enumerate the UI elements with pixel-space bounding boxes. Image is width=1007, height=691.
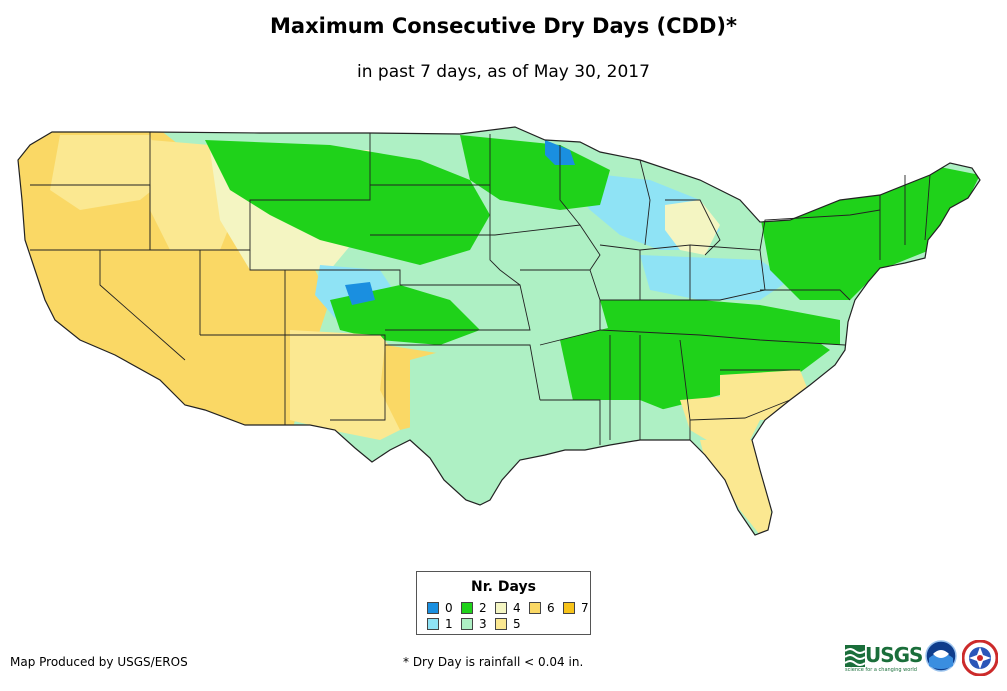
dry-day-footnote: * Dry Day is rainfall < 0.04 in. — [403, 655, 584, 669]
legend-title: Nr. Days — [471, 579, 536, 595]
zone-upper-midwest-2-days — [460, 135, 610, 210]
zone-southeast-2-days — [560, 320, 830, 415]
zone-northwest-5-days — [50, 135, 165, 210]
zone-michigan-4-days — [665, 200, 720, 255]
legend-label: 0 — [445, 601, 453, 615]
legend-swatch — [495, 618, 507, 630]
usgs-tagline: science for a changing world — [845, 667, 917, 673]
zone-tennessee-valley-2-days — [600, 300, 840, 345]
legend-swatch — [495, 602, 507, 614]
usgs-logo: USGS science for a changing world — [845, 643, 923, 675]
zone-ohio-valley-1-day — [640, 255, 790, 300]
noaa-logo-icon — [925, 640, 957, 672]
usgs-wordmark: USGS — [865, 643, 923, 667]
legend-swatch — [461, 618, 473, 630]
legend-label: 6 — [547, 601, 555, 615]
legend-label: 3 — [479, 617, 487, 631]
map-credit: Map Produced by USGS/EROS — [10, 655, 188, 669]
zone-florida-5-days — [700, 440, 772, 535]
state-boundaries — [17, 126, 981, 536]
legend-swatch — [427, 602, 439, 614]
legend-label: 1 — [445, 617, 453, 631]
nws-logo-icon — [962, 640, 998, 676]
legend: Nr. Days 0 1 2 3 4 5 6 7 — [416, 571, 591, 635]
legend-swatch — [529, 602, 541, 614]
zone-colorado-0-days — [345, 282, 375, 305]
legend-label: 7 — [581, 601, 589, 615]
zone-northern-plains-2-days — [205, 140, 490, 265]
map-subtitle: in past 7 days, as of May 30, 2017 — [357, 62, 650, 82]
usgs-wave-icon — [845, 645, 865, 667]
legend-swatch — [563, 602, 575, 614]
zone-gulf-coast-3-days — [550, 400, 690, 450]
map-title: Maximum Consecutive Dry Days (CDD)* — [270, 14, 737, 38]
legend-label: 2 — [479, 601, 487, 615]
zone-northeast-2-days — [760, 165, 980, 300]
legend-swatch — [427, 618, 439, 630]
zone-georgia-5-days — [680, 395, 760, 445]
legend-label: 5 — [513, 617, 521, 631]
legend-label: 4 — [513, 601, 521, 615]
legend-swatch — [461, 602, 473, 614]
